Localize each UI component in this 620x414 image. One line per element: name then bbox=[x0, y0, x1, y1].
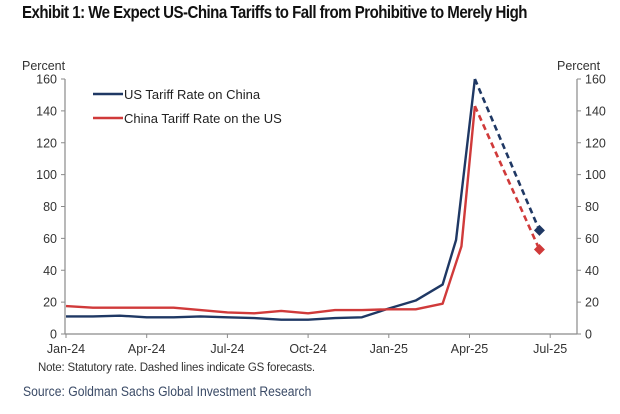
right-y-tick-label: 160 bbox=[585, 73, 606, 87]
left-y-tick-label: 100 bbox=[36, 168, 57, 182]
right-y-tick-label: 60 bbox=[585, 232, 599, 246]
x-tick-label: Apr-24 bbox=[128, 342, 166, 356]
us-tariff-legend-label: US Tariff Rate on China bbox=[124, 87, 261, 102]
left-y-tick-label: 60 bbox=[43, 232, 57, 246]
right-y-tick-label: 80 bbox=[585, 200, 599, 214]
axes: 0 0 20 20 40 40 60 60 80 80 100 100 120 120 140 140 160 1… bbox=[22, 59, 606, 356]
chart-title: Exhibit 1: We Expect US-China Tariffs to… bbox=[22, 2, 527, 22]
series-group bbox=[65, 78, 545, 321]
right-y-axis-label: Percent bbox=[557, 59, 601, 73]
china-tariff-forecast-line bbox=[473, 105, 541, 251]
right-y-tick-label: 40 bbox=[585, 264, 599, 278]
us-tariff-actual-line bbox=[66, 78, 477, 321]
chart-source: Source: Goldman Sachs Global Investment … bbox=[23, 384, 312, 399]
left-y-tick-label: 20 bbox=[43, 296, 57, 310]
x-tick-label: Oct-24 bbox=[289, 342, 327, 356]
right-y-tick-label: 0 bbox=[585, 328, 592, 342]
left-y-tick-label: 140 bbox=[36, 104, 57, 118]
legend: US Tariff Rate on China China Tariff Rate… bbox=[93, 87, 282, 126]
left-y-axis-label: Percent bbox=[22, 59, 66, 73]
left-y-tick-label: 0 bbox=[50, 328, 57, 342]
x-tick-label: Jul-25 bbox=[533, 342, 567, 356]
right-y-tick-label: 20 bbox=[585, 296, 599, 310]
left-y-tick-label: 160 bbox=[36, 73, 57, 87]
chart-note: Note: Statutory rate. Dashed lines indic… bbox=[38, 362, 315, 374]
left-y-tick-label: 80 bbox=[43, 200, 57, 214]
china-tariff-actual-line bbox=[65, 105, 477, 315]
right-y-tick-label: 140 bbox=[585, 104, 606, 118]
right-y-tick-label: 100 bbox=[585, 168, 606, 182]
x-tick-label: Jul-24 bbox=[210, 342, 244, 356]
us-tariff-forecast-line bbox=[473, 78, 541, 231]
right-y-tick-label: 120 bbox=[585, 136, 606, 150]
us-tariff-forecast-marker bbox=[533, 224, 545, 236]
x-tick-label: Jan-25 bbox=[370, 342, 408, 356]
left-y-tick-label: 40 bbox=[43, 264, 57, 278]
x-tick-label: Jan-24 bbox=[47, 342, 85, 356]
china-tariff-legend-label: China Tariff Rate on the US bbox=[124, 111, 282, 126]
left-y-tick-label: 120 bbox=[36, 136, 57, 150]
x-tick-label: Apr-25 bbox=[451, 342, 489, 356]
china-tariff-forecast-marker bbox=[533, 244, 545, 256]
